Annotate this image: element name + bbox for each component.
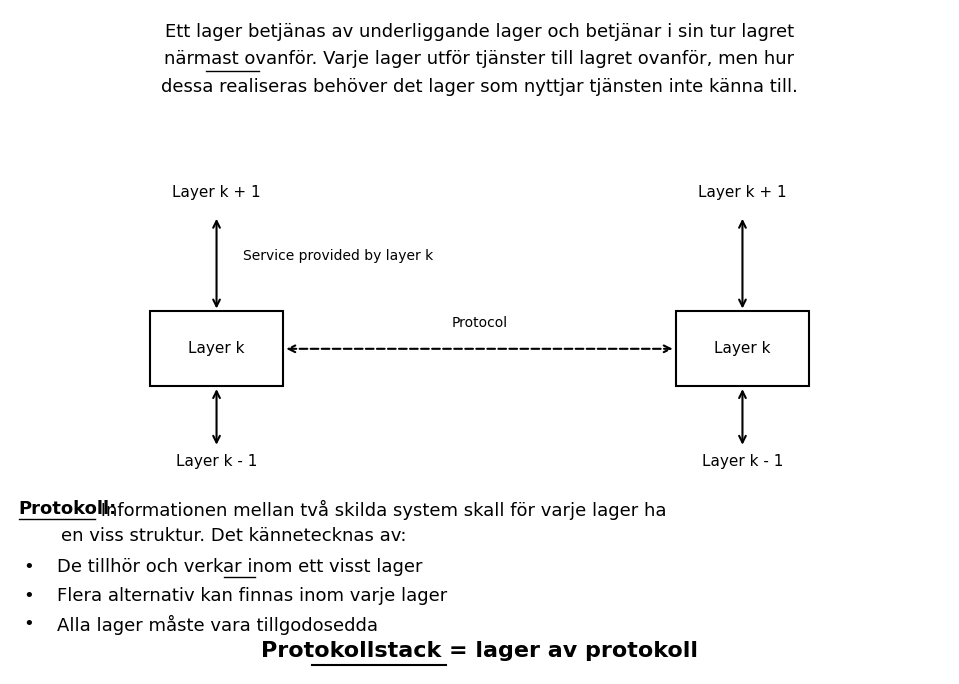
Bar bbox=[675, 311, 809, 386]
Text: •: • bbox=[23, 615, 34, 633]
Text: dessa realiseras behöver det lager som nyttjar tjänsten inte känna till.: dessa realiseras behöver det lager som n… bbox=[161, 78, 798, 96]
Text: Informationen mellan två skilda system skall för varje lager ha: Informationen mellan två skilda system s… bbox=[95, 500, 667, 520]
Text: •: • bbox=[23, 587, 34, 605]
Text: Layer k + 1: Layer k + 1 bbox=[698, 185, 786, 200]
Text: Layer k: Layer k bbox=[188, 341, 245, 356]
Text: Service provided by layer k: Service provided by layer k bbox=[244, 249, 433, 263]
Text: Layer k - 1: Layer k - 1 bbox=[175, 453, 257, 469]
Text: De tillhör och verkar inom ett visst lager: De tillhör och verkar inom ett visst lag… bbox=[57, 558, 422, 576]
Text: Protokollstack = lager av protokoll: Protokollstack = lager av protokoll bbox=[261, 641, 698, 661]
Text: Ett lager betjänas av underliggande lager och betjänar i sin tur lagret: Ett lager betjänas av underliggande lage… bbox=[165, 23, 794, 41]
Text: Alla lager måste vara tillgodosedda: Alla lager måste vara tillgodosedda bbox=[57, 615, 378, 635]
Text: Flera alternativ kan finnas inom varje lager: Flera alternativ kan finnas inom varje l… bbox=[57, 587, 447, 605]
Text: Protocol: Protocol bbox=[452, 316, 507, 330]
Text: Protokoll:: Protokoll: bbox=[18, 500, 117, 518]
Text: Layer k - 1: Layer k - 1 bbox=[702, 453, 784, 469]
Text: närmast ovanför. Varje lager utför tjänster till lagret ovanför, men hur: närmast ovanför. Varje lager utför tjäns… bbox=[164, 51, 795, 68]
Text: Layer k + 1: Layer k + 1 bbox=[173, 185, 261, 200]
Text: •: • bbox=[23, 558, 34, 576]
Text: en viss struktur. Det kännetecknas av:: en viss struktur. Det kännetecknas av: bbox=[60, 527, 407, 545]
Text: Layer k: Layer k bbox=[714, 341, 771, 356]
Bar bbox=[150, 311, 284, 386]
